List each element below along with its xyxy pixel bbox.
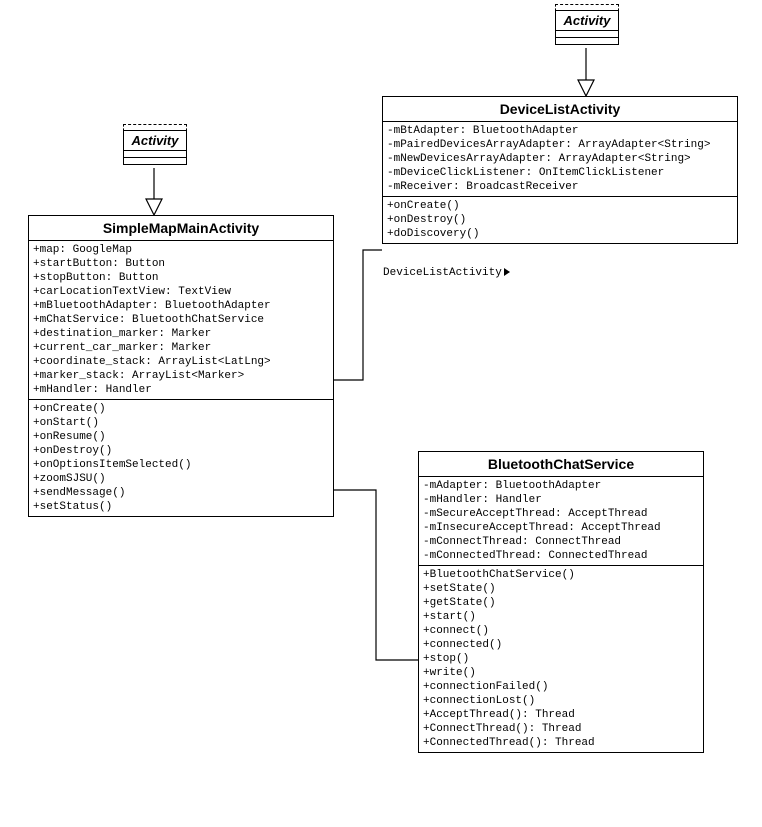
class-device-list-activity: DeviceListActivity -mBtAdapter: Bluetoot… [382,96,738,244]
class-member: -mConnectThread: ConnectThread [423,535,699,549]
activity-title-left: Activity [124,131,186,151]
class-member: +coordinate_stack: ArrayList<LatLng> [33,355,329,369]
assoc-label-device-list: DeviceListActivity [383,267,510,279]
class-member: -mSecureAcceptThread: AcceptThread [423,507,699,521]
class-member: +onCreate() [33,402,329,416]
class-member: +setStatus() [33,500,329,514]
class-member: -mNewDevicesArrayAdapter: ArrayAdapter<S… [387,152,733,166]
class-member: +connect() [423,624,699,638]
class-member: +sendMessage() [33,486,329,500]
arrow-right-icon [504,268,510,276]
class-member: +current_car_marker: Marker [33,341,329,355]
class-member: +getState() [423,596,699,610]
class-member: +setState() [423,582,699,596]
assoc-label-text: DeviceListActivity [383,267,502,279]
class-title: BluetoothChatService [419,452,703,477]
class-member: +stopButton: Button [33,271,329,285]
class-member: -mAdapter: BluetoothAdapter [423,479,699,493]
class-member: -mDeviceClickListener: OnItemClickListen… [387,166,733,180]
class-member: +zoomSJSU() [33,472,329,486]
class-member: +map: GoogleMap [33,243,329,257]
class-member: -mHandler: Handler [423,493,699,507]
class-member: +BluetoothChatService() [423,568,699,582]
class-member: +onDestroy() [33,444,329,458]
class-member: -mBtAdapter: BluetoothAdapter [387,124,733,138]
class-member: -mConnectedThread: ConnectedThread [423,549,699,563]
class-member: +connected() [423,638,699,652]
class-member: +connectionFailed() [423,680,699,694]
class-member: +connectionLost() [423,694,699,708]
class-member: +ConnectThread(): Thread [423,722,699,736]
class-member: +AcceptThread(): Thread [423,708,699,722]
class-member: +stop() [423,652,699,666]
class-member: +marker_stack: ArrayList<Marker> [33,369,329,383]
class-member: +mBluetoothAdapter: BluetoothAdapter [33,299,329,313]
class-simple-map-main-activity: SimpleMapMainActivity +map: GoogleMap+st… [28,215,334,517]
class-member: +onCreate() [387,199,733,213]
class-member: +onStart() [33,416,329,430]
class-member: -mPairedDevicesArrayAdapter: ArrayAdapte… [387,138,733,152]
class-bluetooth-chat-service: BluetoothChatService -mAdapter: Bluetoot… [418,451,704,753]
class-member: +destination_marker: Marker [33,327,329,341]
class-title: SimpleMapMainActivity [29,216,333,241]
class-member: -mReceiver: BroadcastReceiver [387,180,733,194]
activity-box-left: Activity [123,130,187,165]
class-member: +onResume() [33,430,329,444]
class-member: +onOptionsItemSelected() [33,458,329,472]
class-member: +doDiscovery() [387,227,733,241]
class-member: +ConnectedThread(): Thread [423,736,699,750]
activity-title-top: Activity [556,11,618,31]
class-member: +mChatService: BluetoothChatService [33,313,329,327]
class-member: +onDestroy() [387,213,733,227]
activity-box-top: Activity [555,10,619,45]
class-member: +start() [423,610,699,624]
class-member: -mInsecureAcceptThread: AcceptThread [423,521,699,535]
class-title: DeviceListActivity [383,97,737,122]
class-member: +carLocationTextView: TextView [33,285,329,299]
class-member: +mHandler: Handler [33,383,329,397]
class-member: +startButton: Button [33,257,329,271]
class-member: +write() [423,666,699,680]
